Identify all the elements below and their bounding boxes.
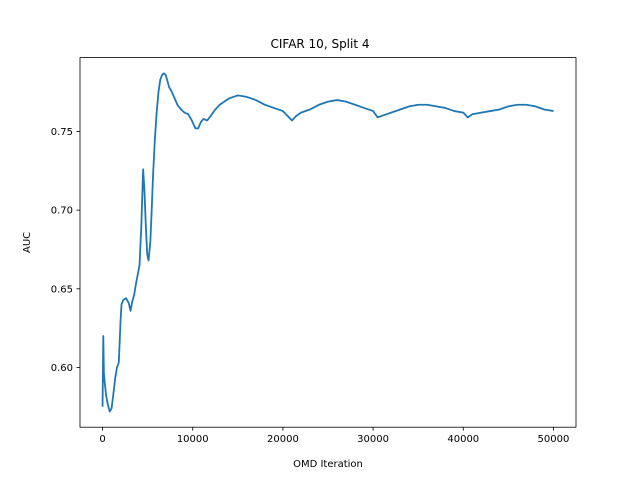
x-axis-label: OMD Iteration xyxy=(293,459,363,470)
y-axis: 0.60 0.65 0.70 0.75 xyxy=(51,127,80,374)
x-tick-label: 30000 xyxy=(357,434,389,445)
x-tick-label: 0 xyxy=(99,434,105,445)
y-tick-label: 0.75 xyxy=(51,127,73,138)
plot-area xyxy=(101,72,554,413)
y-tick-label: 0.65 xyxy=(51,284,73,295)
x-tick-label: 10000 xyxy=(177,434,209,445)
axes-frame xyxy=(79,57,577,428)
y-axis-label: AUC xyxy=(22,232,33,253)
y-tick-label: 0.60 xyxy=(51,363,73,374)
x-tick-label: 20000 xyxy=(267,434,299,445)
x-tick-label: 40000 xyxy=(447,434,479,445)
chart-title: CIFAR 10, Split 4 xyxy=(270,37,369,51)
x-tick-label: 50000 xyxy=(538,434,570,445)
y-tick-label: 0.70 xyxy=(51,206,73,217)
series-line-0 xyxy=(101,72,554,413)
x-axis: 0 10000 20000 30000 40000 50000 xyxy=(99,427,569,445)
